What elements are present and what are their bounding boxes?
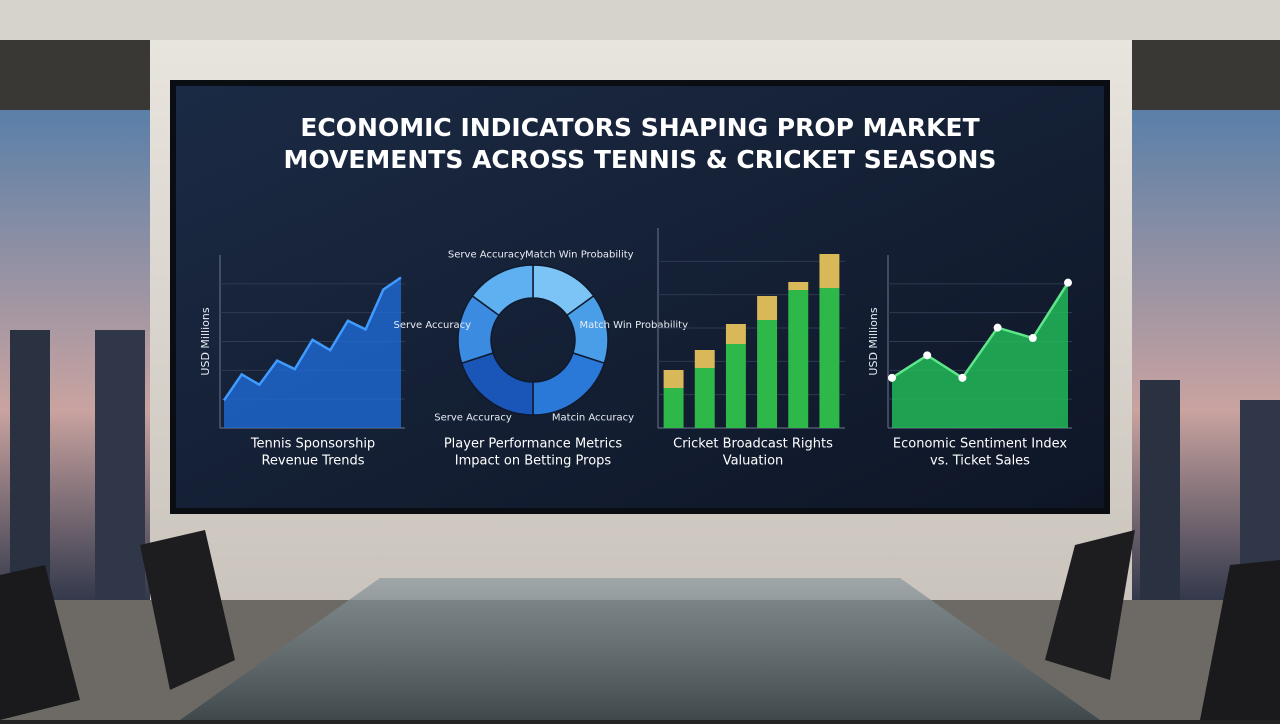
bar-segment xyxy=(694,368,715,428)
bar-segment xyxy=(788,282,809,290)
chart-title: Revenue Trends xyxy=(261,454,364,469)
screen xyxy=(176,86,1104,508)
bar-segment xyxy=(788,290,809,428)
bar-segment xyxy=(663,370,684,388)
chart-title: Impact on Betting Props xyxy=(455,454,612,469)
chart-title: Cricket Broadcast Rights xyxy=(673,437,833,452)
y-axis-label: USD Millions xyxy=(199,307,212,375)
segment-label: Match Win Probability xyxy=(525,249,634,260)
chair xyxy=(0,565,80,720)
ceiling xyxy=(0,0,1280,40)
line xyxy=(891,282,1070,380)
line xyxy=(222,276,402,402)
bar-segment xyxy=(694,350,715,368)
building xyxy=(1140,380,1180,610)
chart-title: vs. Ticket Sales xyxy=(930,454,1030,469)
bar-segment xyxy=(725,344,746,428)
main-title: ECONOMIC INDICATORS SHAPING PROP MARKET xyxy=(300,113,979,142)
chair xyxy=(140,530,235,690)
point xyxy=(1028,334,1037,343)
chair xyxy=(1200,560,1280,720)
point xyxy=(1064,278,1072,287)
segment-label: Serve Accuracy xyxy=(434,413,512,424)
building xyxy=(95,330,145,610)
chart-title: Economic Sentiment Index xyxy=(893,437,1067,452)
bar-segment xyxy=(663,388,684,428)
segment-label: Serve Accuracy xyxy=(393,320,471,331)
chart-title: Valuation xyxy=(723,454,784,469)
segment-label: Matcin Accuracy xyxy=(552,413,634,424)
building xyxy=(10,330,50,610)
bar-segment xyxy=(757,296,778,320)
point xyxy=(993,323,1002,332)
donut-segment xyxy=(471,264,534,317)
bar-segment xyxy=(725,324,746,344)
area xyxy=(892,282,1068,428)
chart-title: Player Performance Metrics xyxy=(444,437,623,452)
main-title: MOVEMENTS ACROSS TENNIS & CRICKET SEASON… xyxy=(284,145,997,174)
bar-segment xyxy=(757,320,778,428)
bar-segment xyxy=(819,288,840,428)
point xyxy=(923,351,932,360)
point xyxy=(888,373,896,382)
chair xyxy=(1045,530,1135,680)
table xyxy=(180,578,1100,720)
segment-label: Serve Accuracy xyxy=(448,249,526,260)
y-axis-label: USD Millions xyxy=(867,307,880,375)
chart-title: Tennis Sponsorship xyxy=(250,437,375,452)
area xyxy=(224,277,401,428)
point xyxy=(958,373,967,382)
bar-segment xyxy=(819,254,840,288)
segment-label: Match Win Probability xyxy=(579,320,688,331)
